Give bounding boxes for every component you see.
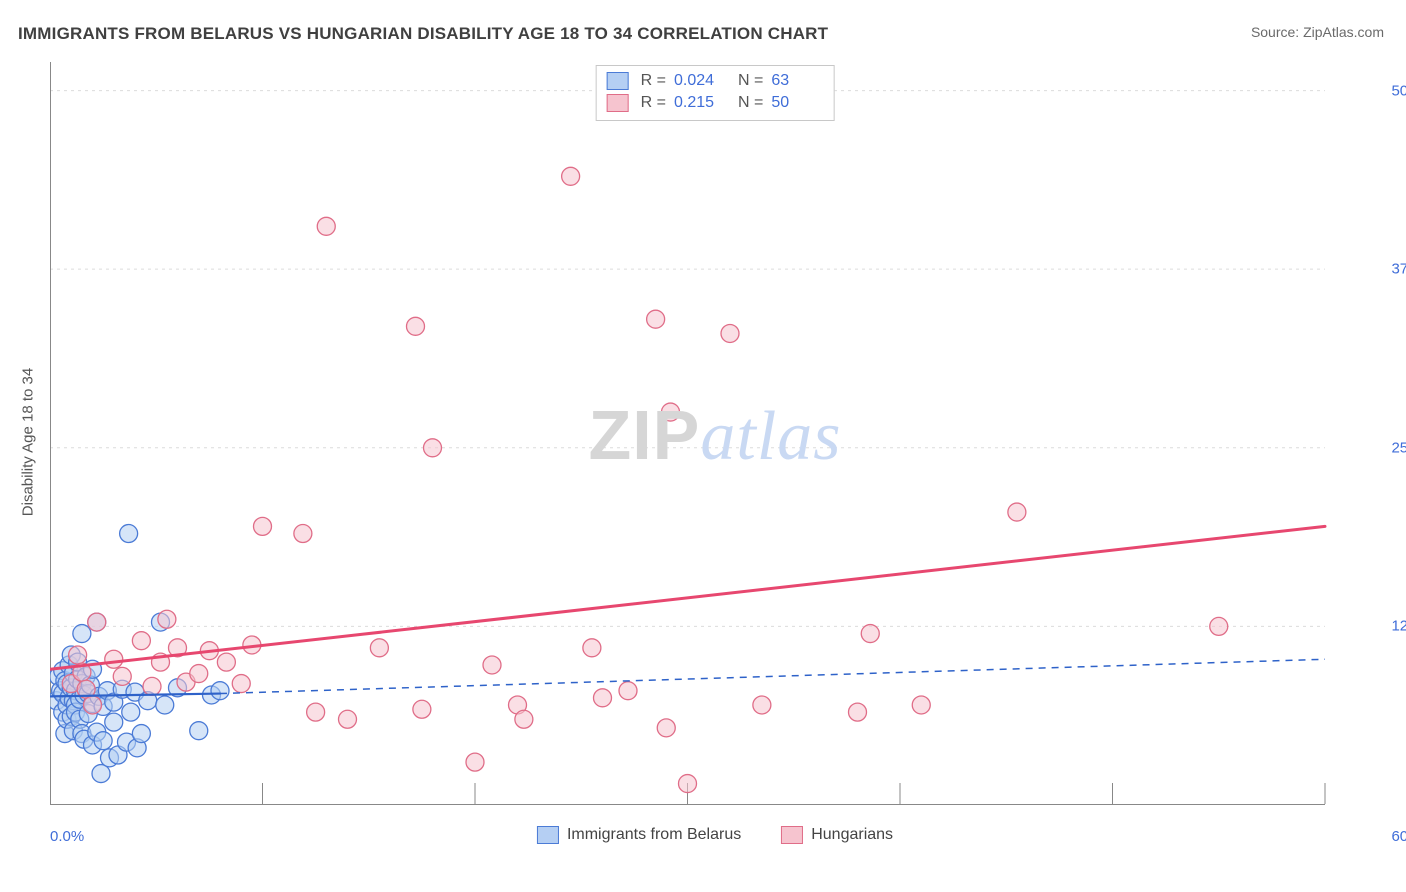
x-tick-label: 60.0% bbox=[1391, 828, 1406, 845]
scatter-plot: Disability Age 18 to 34 ZIPatlas R = 0.0… bbox=[50, 62, 1380, 817]
y-tick-label: 25.0% bbox=[1391, 439, 1406, 456]
y-tick-label: 12.5% bbox=[1391, 618, 1406, 635]
legend-label-belarus: Immigrants from Belarus bbox=[567, 826, 741, 844]
chart-svg bbox=[50, 62, 1380, 817]
source-attribution: Source: ZipAtlas.com bbox=[1251, 24, 1384, 40]
stats-n-belarus: 63 bbox=[771, 70, 823, 92]
chart-title: IMMIGRANTS FROM BELARUS VS HUNGARIAN DIS… bbox=[18, 24, 828, 44]
stats-row-hungarian: R = 0.215 N = 50 bbox=[607, 92, 824, 114]
stats-n-label: N = bbox=[738, 92, 763, 114]
stats-r-hungarian: 0.215 bbox=[674, 92, 726, 114]
stats-n-label: N = bbox=[738, 70, 763, 92]
legend-swatch-belarus bbox=[537, 826, 559, 844]
y-axis-label: Disability Age 18 to 34 bbox=[20, 368, 37, 516]
legend-label-hungarian: Hungarians bbox=[811, 826, 893, 844]
legend-item-hungarian: Hungarians bbox=[781, 826, 893, 844]
swatch-belarus bbox=[607, 72, 629, 90]
swatch-hungarian bbox=[607, 94, 629, 112]
stats-r-belarus: 0.024 bbox=[674, 70, 726, 92]
legend-swatch-hungarian bbox=[781, 826, 803, 844]
legend-item-belarus: Immigrants from Belarus bbox=[537, 826, 741, 844]
stats-r-label: R = bbox=[641, 70, 666, 92]
stats-r-label: R = bbox=[641, 92, 666, 114]
y-tick-label: 50.0% bbox=[1391, 82, 1406, 99]
stats-box: R = 0.024 N = 63 R = 0.215 N = 50 bbox=[596, 65, 835, 121]
y-tick-label: 37.5% bbox=[1391, 261, 1406, 278]
bottom-legend: Immigrants from Belarus Hungarians bbox=[537, 826, 893, 844]
stats-row-belarus: R = 0.024 N = 63 bbox=[607, 70, 824, 92]
x-tick-label: 0.0% bbox=[50, 828, 84, 845]
stats-n-hungarian: 50 bbox=[771, 92, 823, 114]
